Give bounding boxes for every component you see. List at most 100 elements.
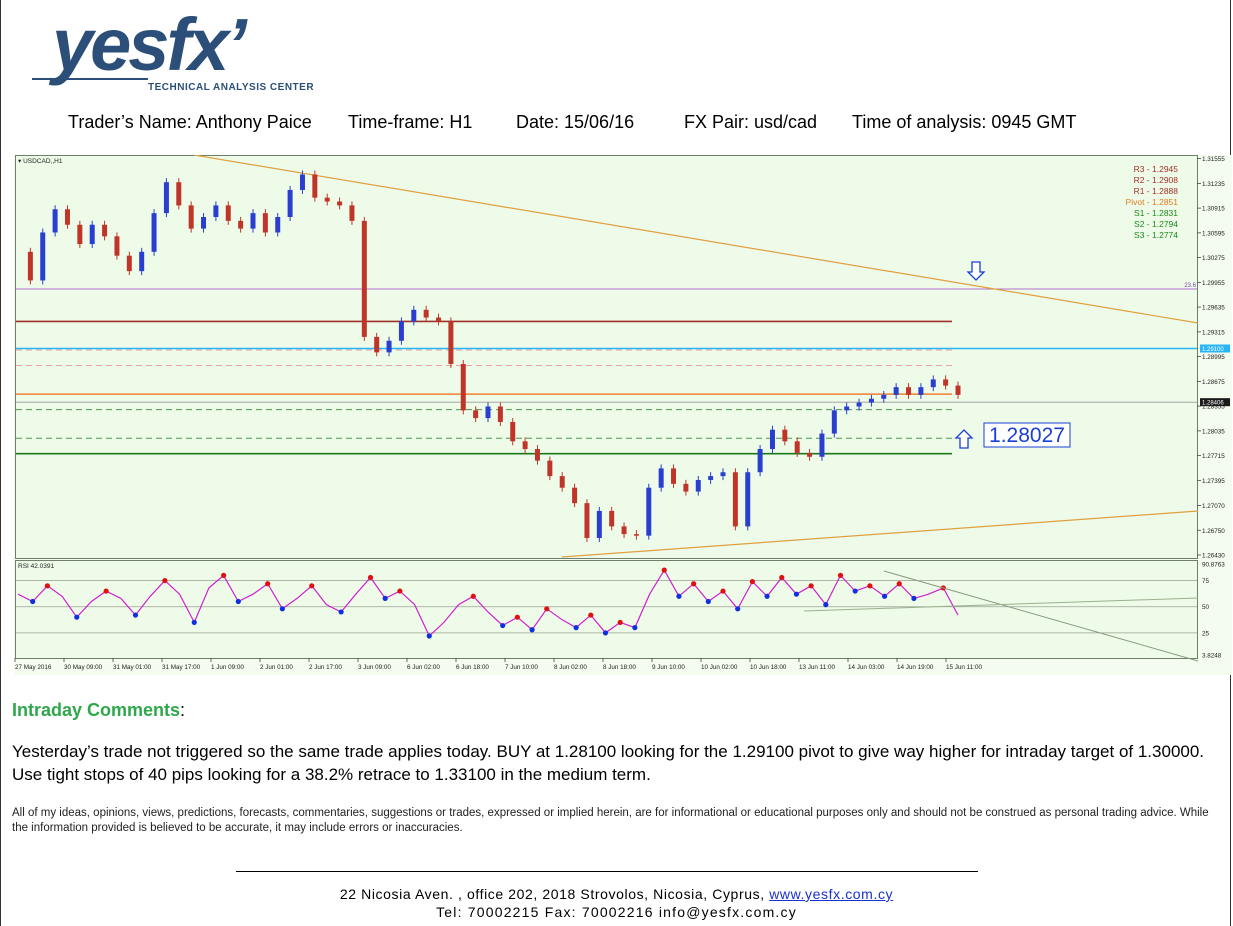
rsi-peak-dot <box>514 614 520 620</box>
price-candle <box>349 205 355 221</box>
price-candle <box>769 429 775 450</box>
price-candle <box>497 406 503 422</box>
time-tick-label: 31 May 17:00 <box>162 664 201 671</box>
price-candle <box>262 213 268 233</box>
price-tick-label: 1.28035 <box>1202 428 1225 435</box>
price-candle <box>411 309 417 322</box>
rsi-trough-dot <box>573 625 579 631</box>
price-tick-label: 1.26750 <box>1202 528 1225 535</box>
price-candle <box>398 321 404 341</box>
rsi-line <box>17 568 959 638</box>
rsi-trendline-up <box>803 597 1199 612</box>
price-candle <box>844 406 850 411</box>
rsi-trough-dot <box>279 606 285 612</box>
pivot-legend-item: R3 - 1.2945 <box>1134 164 1179 174</box>
price-candle <box>460 363 466 411</box>
rsi-peak-dot <box>867 583 873 589</box>
resistance-trendline <box>193 155 1199 324</box>
price-candle <box>64 209 70 225</box>
price-candle <box>374 336 380 353</box>
price-tick-label: 1.31235 <box>1202 181 1225 188</box>
blue-level-tag-label: 1.29100 <box>1202 347 1224 353</box>
current-price-tag <box>1200 398 1230 407</box>
footer-address: 22 Nicosia Aven. , office 202, 2018 Stro… <box>339 886 765 902</box>
fx-pair: FX Pair: usd/cad <box>684 112 818 132</box>
footer-divider <box>236 871 978 872</box>
price-candle <box>250 213 256 229</box>
rsi-peak-dot <box>661 567 667 573</box>
price-candle <box>238 220 244 229</box>
rsi-tick-label: 50 <box>1202 604 1210 611</box>
rsi-peak-dot <box>470 593 476 599</box>
price-candle <box>633 534 639 536</box>
time-tick-label: 9 Jun 10:00 <box>652 664 685 671</box>
rsi-peak-dot <box>162 577 168 584</box>
price-candle <box>906 387 912 395</box>
rsi-trendline-down <box>883 570 1199 662</box>
rsi-trough-dot <box>74 614 80 620</box>
rsi-trough-dot <box>676 593 682 599</box>
price-candle <box>621 526 627 535</box>
price-candle <box>89 224 95 245</box>
rsi-trough-dot <box>705 598 711 605</box>
footer-address-line: 22 Nicosia Aven. , office 202, 2018 Stro… <box>0 886 1233 902</box>
price-tick-label: 1.31555 <box>1202 156 1225 163</box>
logo-wordmark: yesfx’ <box>52 3 247 86</box>
price-candle <box>596 510 602 538</box>
price-candle <box>794 441 800 453</box>
price-tick-label: 1.27070 <box>1202 503 1225 510</box>
rsi-peak-dot <box>44 583 50 589</box>
rsi-panel <box>15 560 1198 659</box>
trader-name: Trader’s Name: Anthony Paice <box>68 112 312 132</box>
website-link[interactable]: www.yesfx.com.cy <box>769 886 894 902</box>
analysis-date: Date: 15/06/16 <box>516 112 635 132</box>
yesfx-logo: yesfx’ TECHNICAL ANALYSIS CENTER <box>32 8 322 96</box>
price-candle <box>856 402 862 407</box>
price-candle <box>757 449 763 473</box>
rsi-trough-dot <box>881 593 888 599</box>
logo-tagline: TECHNICAL ANALYSIS CENTER <box>148 82 315 93</box>
rsi-peak-dot <box>749 579 755 585</box>
rsi-trough-dot <box>529 627 535 633</box>
rsi-trough-dot <box>382 595 388 601</box>
price-tick-label: 1.29315 <box>1202 329 1225 336</box>
rsi-trough-dot <box>191 619 197 626</box>
down-arrow-icon <box>966 261 986 281</box>
price-candle <box>943 379 949 386</box>
rsi-trough-dot <box>338 609 344 615</box>
rsi-peak-dot <box>367 574 374 581</box>
rsi-trough-dot <box>764 593 770 599</box>
price-candle <box>151 213 157 252</box>
rsi-peak-dot <box>691 581 697 587</box>
rsi-trough-dot <box>793 591 800 597</box>
price-tick-label: 1.27395 <box>1202 478 1225 485</box>
price-candle <box>201 217 207 229</box>
price-candle <box>782 429 788 442</box>
rsi-peak-dot <box>779 574 785 581</box>
rsi-trough-dot <box>632 625 638 631</box>
price-candle <box>27 251 33 281</box>
price-candle <box>287 189 293 218</box>
rsi-trough-dot <box>30 598 36 605</box>
price-candle <box>126 255 132 272</box>
price-tick-label: 1.28355 <box>1202 404 1225 411</box>
price-candle <box>102 224 108 237</box>
time-tick-label: 13 Jun 11:00 <box>799 664 835 671</box>
time-tick-label: 2 Jun 01:00 <box>260 664 293 671</box>
price-candle <box>868 398 874 403</box>
rsi-trough-dot <box>235 598 241 605</box>
price-candle <box>163 182 169 214</box>
price-candle <box>473 410 479 419</box>
price-tick-label: 1.30915 <box>1202 206 1225 213</box>
time-tick-label: 31 May 01:00 <box>113 664 152 671</box>
price-candle <box>275 217 281 233</box>
price-candle <box>337 201 343 206</box>
usdcad-chart: 23.6 90.8763 75 50 25 3.8248 1.31555 1.31235 1… <box>14 155 1232 675</box>
comments-heading: Intraday Comments: <box>12 700 185 721</box>
price-candle <box>695 479 701 492</box>
rsi-peak-dot <box>617 619 623 626</box>
price-candle <box>955 385 961 395</box>
price-candle <box>609 510 615 527</box>
rsi-peak-dot <box>837 572 844 578</box>
price-candle <box>547 460 553 477</box>
